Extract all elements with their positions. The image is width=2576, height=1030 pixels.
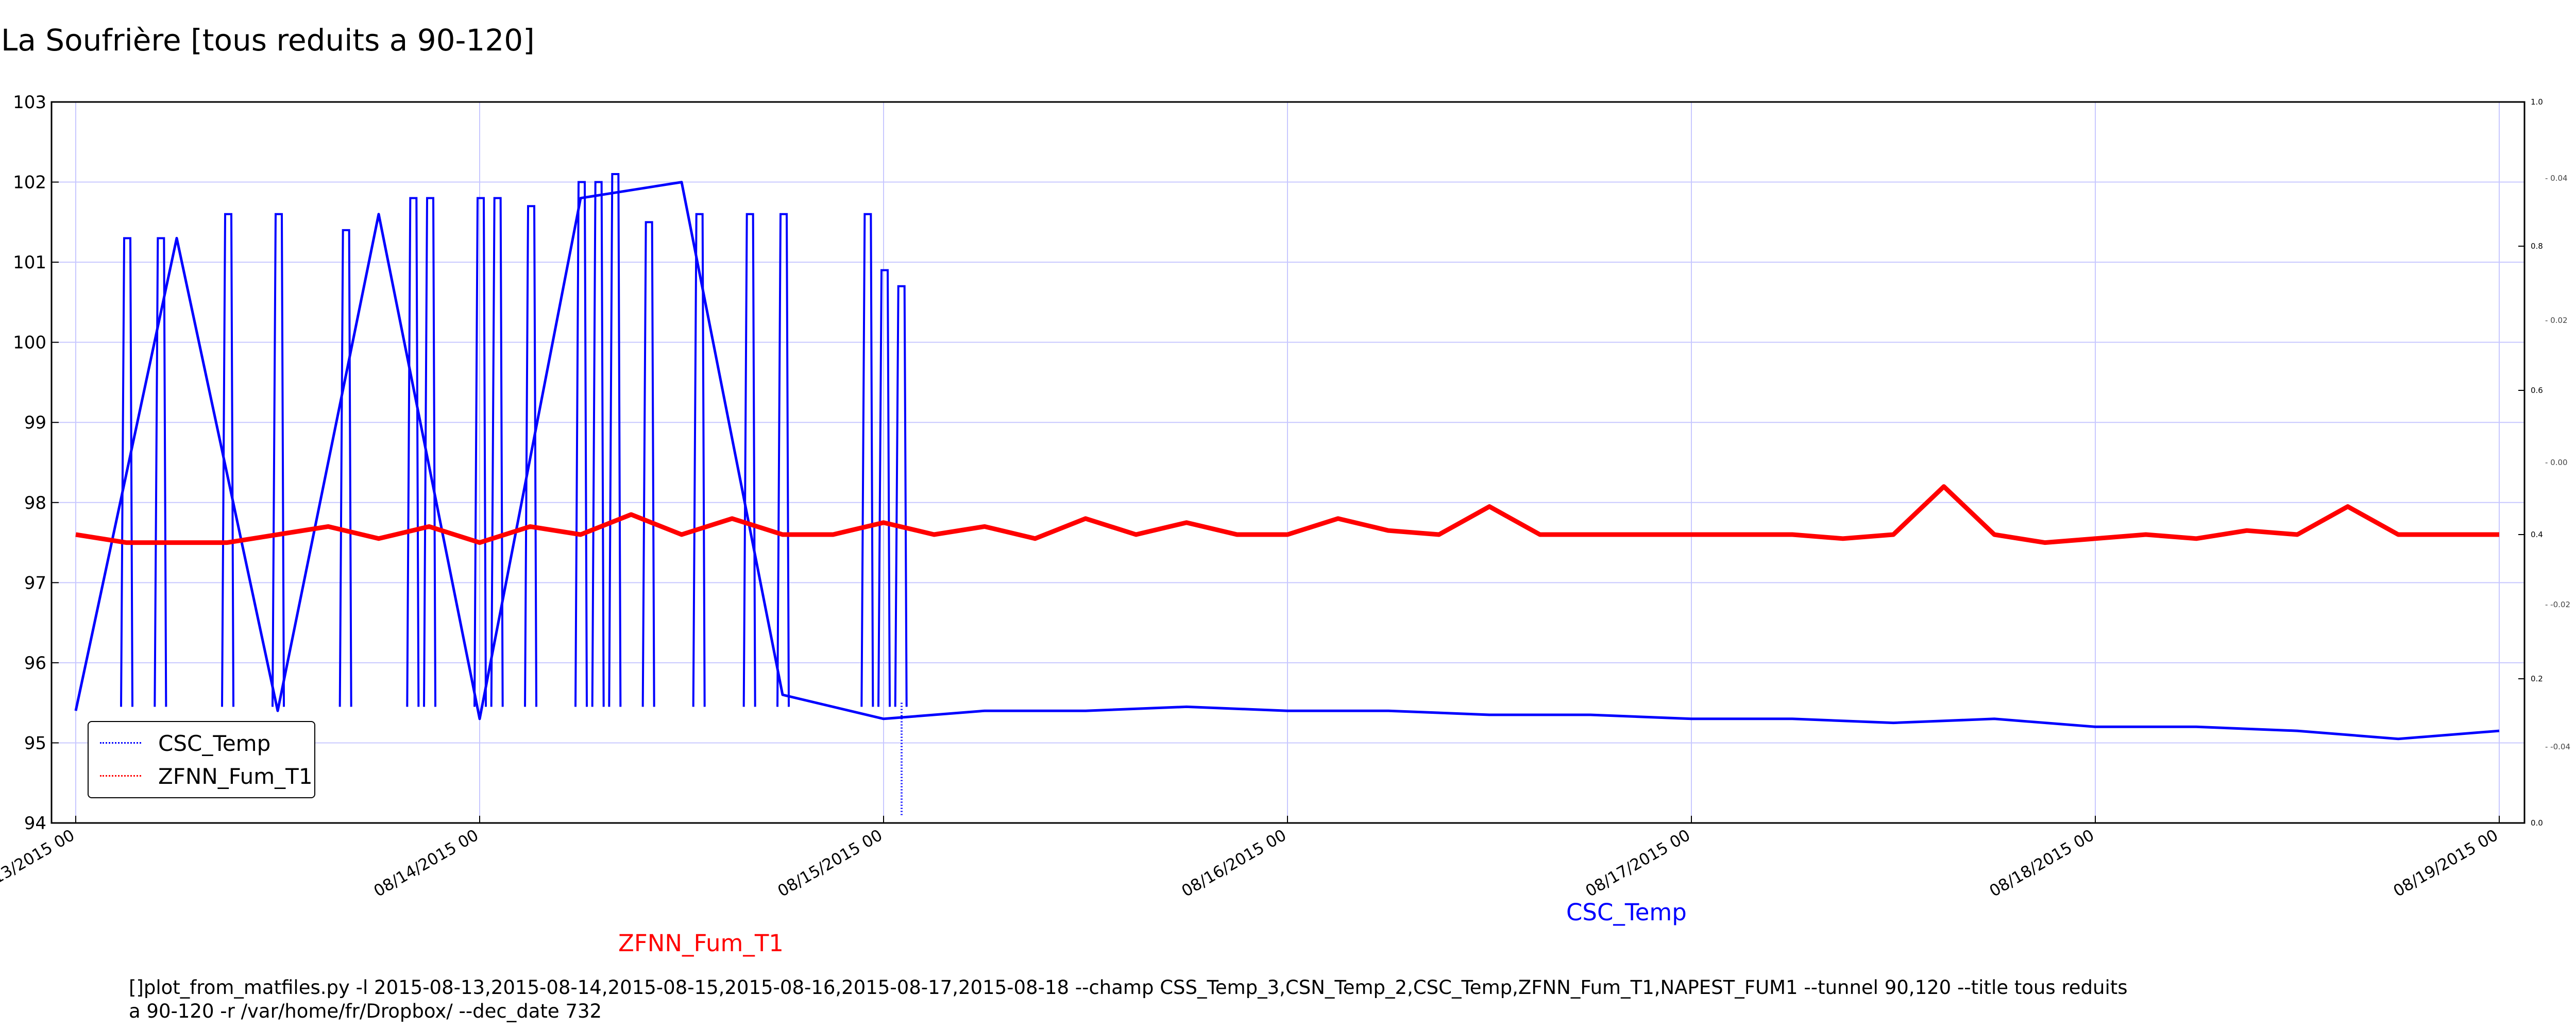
series-label-zfnn: ZFNN_Fum_T1: [618, 930, 784, 957]
y2-tick-label: 0.0: [2531, 818, 2543, 828]
y-tick-label: 100: [13, 333, 46, 353]
spike-mark: [524, 205, 537, 707]
series-layer: [74, 173, 2500, 815]
x-tick-label: 08/19/2015 00: [2391, 826, 2501, 901]
x-tick-label: 08/18/2015 00: [1987, 826, 2097, 901]
y2-tick-label: 1.0: [2531, 97, 2543, 107]
left-y-axis: 94 95 96 97 98 99 100 101 102 103: [13, 92, 59, 834]
y-tick-label: 96: [24, 653, 46, 674]
spike-mark: [776, 213, 790, 707]
y2-tick-label: 0.4: [2531, 530, 2543, 539]
spike-mark: [641, 221, 655, 707]
spike-mark: [742, 213, 756, 707]
spike-mark: [338, 229, 352, 707]
legend-label: ZFNN_Fum_T1: [158, 764, 313, 789]
y2-minor-tick-label: - -0.04: [2545, 742, 2570, 751]
spike-mark: [221, 213, 234, 707]
spike-mark: [490, 197, 504, 707]
spike-mark: [574, 181, 588, 707]
spike-mark: [423, 197, 436, 707]
spike-mark: [860, 213, 874, 707]
right-y-axis: 0.0 0.2 0.4 0.6 0.8 1.0 - -0.04 - -0.02 - 0.00 - …: [2518, 97, 2570, 828]
y2-minor-tick-label: - 0.02: [2545, 316, 2568, 325]
legend-swatch-csc-temp: [100, 742, 141, 744]
spike-mark: [120, 237, 133, 707]
y-tick-label: 103: [13, 92, 46, 113]
spike-mark: [692, 213, 706, 707]
spike-mark: [894, 285, 908, 707]
series-line-csc-temp: [74, 181, 2500, 741]
y2-minor-tick-label: - 0.00: [2545, 458, 2568, 467]
y-tick-label: 94: [24, 813, 46, 834]
x-tick-label: 08/16/2015 00: [1179, 826, 1290, 901]
y2-minor-tick-label: - 0.04: [2545, 174, 2568, 183]
legend-item-zfnn-fum-t1: ZFNN_Fum_T1: [89, 761, 314, 792]
x-tick-label: 08/17/2015 00: [1583, 826, 1693, 901]
spike-mark: [473, 197, 487, 707]
series-label-csc: CSC_Temp: [1566, 899, 1687, 926]
y-tick-label: 95: [24, 733, 46, 753]
spike-mark: [608, 173, 622, 707]
grid-lines: [52, 102, 2524, 823]
legend-swatch-zfnn-fum-t1: [100, 775, 141, 777]
spike-mark: [272, 213, 285, 707]
y2-tick-label: 0.8: [2531, 242, 2543, 251]
x-tick-label: 08/14/2015 00: [371, 826, 482, 901]
chart-title: La Soufrière [tous reduits a 90-120]: [1, 23, 535, 58]
command-line-text: []plot_from_matfiles.py -l 2015-08-13,20…: [129, 976, 2128, 1022]
x-tick-label: 08/13/2015 00: [0, 826, 78, 901]
legend: CSC_Temp ZFNN_Fum_T1: [88, 721, 315, 798]
y-tick-label: 98: [24, 493, 46, 513]
y2-tick-label: 0.2: [2531, 674, 2543, 683]
legend-label: CSC_Temp: [158, 731, 271, 756]
spike-mark: [154, 237, 167, 707]
legend-item-csc-temp: CSC_Temp: [89, 728, 314, 759]
y-tick-label: 97: [24, 573, 46, 593]
x-tick-label: 08/15/2015 00: [775, 826, 886, 901]
y-tick-label: 102: [13, 173, 46, 193]
y-tick-label: 101: [13, 252, 46, 273]
y2-minor-tick-label: - -0.02: [2545, 600, 2570, 609]
y2-tick-label: 0.6: [2531, 386, 2543, 395]
spike-mark: [406, 197, 420, 707]
spike-mark: [877, 269, 891, 707]
spike-mark: [591, 181, 605, 707]
x-axis: 08/13/2015 00 08/14/2015 00 08/15/2015 00 0…: [0, 816, 2501, 901]
series-line-zfnn-fum-t1: [75, 484, 2499, 545]
y-tick-label: 99: [24, 413, 46, 433]
